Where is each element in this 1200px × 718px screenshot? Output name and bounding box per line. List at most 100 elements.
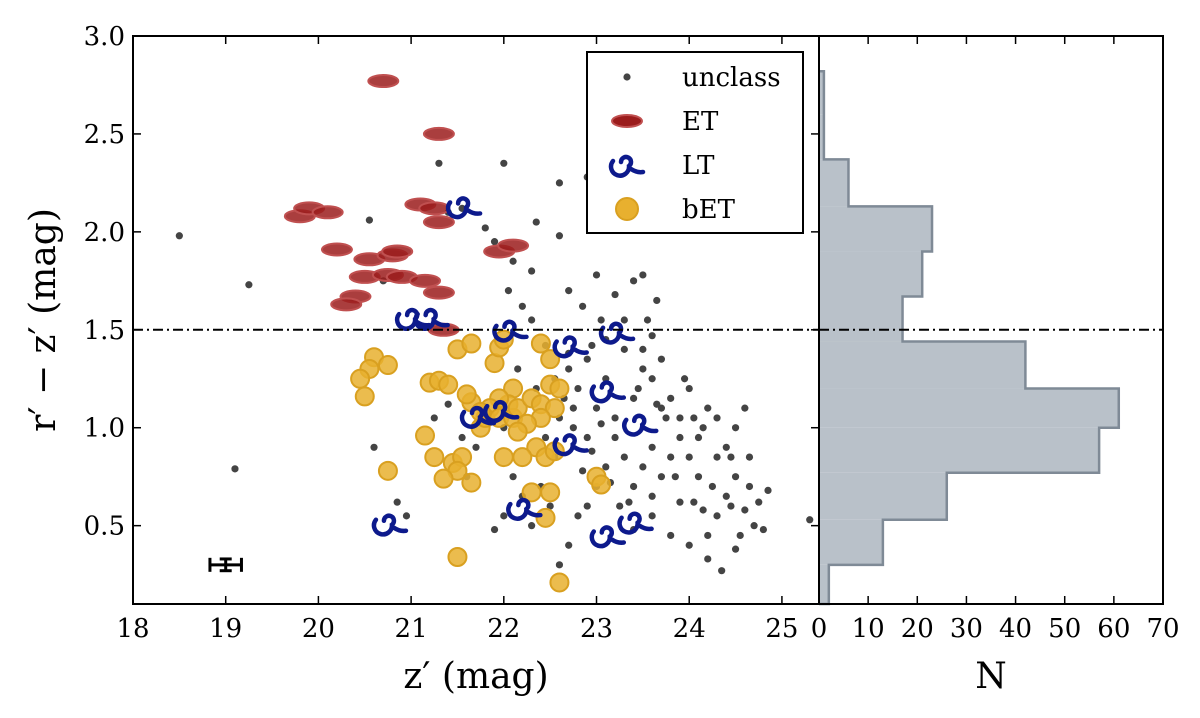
bet-point	[549, 572, 570, 593]
unclass-point	[759, 525, 767, 534]
unclass-point	[620, 453, 628, 461]
unclass-point	[555, 232, 564, 240]
error-bar	[208, 557, 243, 573]
unclass-point	[648, 492, 656, 500]
histogram-x-tick-label: 20	[901, 614, 934, 644]
unclass-point	[588, 341, 596, 350]
unclass-point	[565, 365, 573, 373]
histogram-bar	[819, 427, 1100, 473]
et-point	[330, 297, 363, 312]
legend-label: LT	[682, 151, 715, 181]
lt-point	[506, 497, 543, 521]
histogram-bar	[819, 519, 883, 565]
unclass-point	[532, 218, 540, 226]
lt-point	[459, 405, 497, 429]
histogram-bar	[819, 251, 923, 297]
bet-point	[461, 333, 482, 354]
histogram-x-tick-label: 0	[811, 614, 828, 644]
y-tick-label: 2.0	[84, 218, 125, 248]
x-tick-label: 22	[487, 614, 520, 644]
unclass-point	[731, 473, 740, 481]
unclass-point	[745, 482, 754, 491]
histogram-x-tick-label: 30	[950, 614, 983, 644]
unclass-point	[704, 404, 712, 412]
unclass-point	[245, 281, 253, 289]
scatter-marks	[175, 74, 814, 593]
unclass-point	[597, 420, 605, 428]
bet-point	[350, 368, 371, 389]
unclass-point	[481, 224, 489, 232]
et-point	[311, 205, 344, 220]
lt-point	[598, 321, 636, 345]
lt-point	[413, 307, 450, 331]
unclass-point	[629, 394, 638, 402]
legend-lt-icon	[608, 154, 646, 178]
bet-point	[456, 384, 477, 405]
unclass-point	[583, 502, 591, 510]
unclass-point	[579, 467, 587, 475]
unclass-point	[541, 433, 550, 442]
lt-point	[371, 513, 409, 537]
unclass-point	[731, 545, 740, 553]
unclass-point	[528, 267, 536, 275]
unclass-point	[736, 531, 744, 540]
unclass-point	[657, 404, 666, 412]
unclass-point	[597, 316, 605, 324]
histogram-bar	[819, 159, 849, 207]
unclass-point	[500, 512, 508, 520]
bet-point	[447, 546, 468, 567]
unclass-point	[629, 482, 638, 491]
lt-point	[617, 511, 654, 535]
et-point	[367, 74, 400, 89]
histogram-bar	[819, 472, 947, 520]
histogram-bar	[819, 341, 1026, 389]
unclass-point	[657, 355, 666, 363]
unclass-point	[528, 522, 536, 530]
unclass-point	[592, 271, 601, 279]
unclass-point	[435, 159, 443, 167]
histogram-x-ticks: 0 10 20 30 40 50 60 70	[811, 36, 1180, 644]
et-point	[418, 201, 451, 216]
et-point	[381, 244, 414, 259]
unclass-point	[690, 498, 698, 506]
unclass-point	[639, 463, 647, 471]
unclass-point	[694, 473, 703, 481]
legend-entry-bet: bET	[615, 195, 736, 225]
bet-point	[591, 474, 612, 495]
unclass-point	[365, 216, 373, 224]
legend-label: ET	[682, 107, 719, 137]
unclass-point	[611, 414, 619, 422]
bet-point	[507, 421, 528, 442]
bet-point	[530, 333, 551, 354]
unclass-point	[685, 384, 693, 393]
lt-point	[589, 525, 627, 549]
unclass-point	[458, 433, 466, 442]
unclass-point	[444, 400, 452, 408]
unclass-point	[430, 414, 438, 422]
lt-point	[552, 335, 589, 359]
unclass-point	[722, 492, 730, 500]
histogram-bar	[819, 114, 824, 160]
y-tick-label: 1.5	[84, 316, 125, 346]
histogram-bar	[819, 388, 1119, 428]
bet-point	[415, 425, 436, 446]
unclass-point	[616, 502, 624, 510]
y-axis-ticks: 0.5 1.0 1.5 2.0 2.5 3.0	[84, 22, 1163, 542]
unclass-point	[653, 296, 661, 305]
unclass-point	[518, 302, 526, 310]
bet-point	[461, 472, 482, 493]
unclass-point	[764, 486, 772, 494]
unclass-point	[574, 384, 582, 393]
histogram-x-tick-label: 60	[1097, 614, 1130, 644]
unclass-point	[667, 453, 675, 461]
lt-point	[445, 196, 483, 220]
et-point	[422, 215, 455, 230]
unclass-point	[657, 473, 666, 481]
bet-point	[424, 447, 445, 468]
unclass-point	[731, 424, 740, 432]
unclass-point	[509, 257, 517, 265]
unclass-point	[592, 404, 601, 412]
unclass-point	[718, 567, 726, 575]
legend: unclass ET LT bET	[586, 51, 804, 234]
